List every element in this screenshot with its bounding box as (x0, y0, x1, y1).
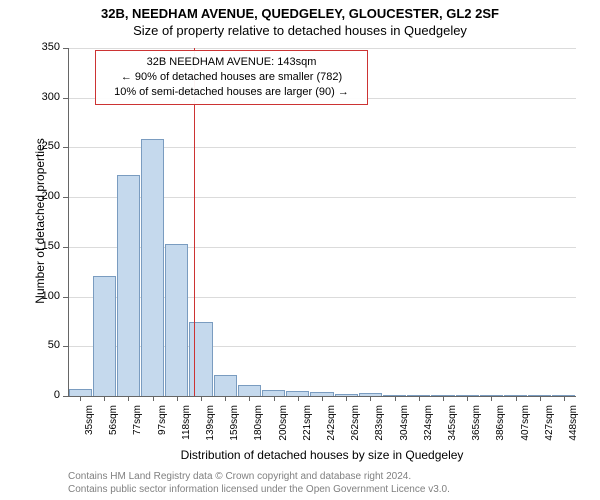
y-axis-line (68, 48, 69, 396)
histogram-bar (93, 276, 116, 396)
x-tick-label: 35sqm (84, 405, 95, 445)
histogram-bar (141, 139, 164, 396)
chart-title-address: 32B, NEEDHAM AVENUE, QUEDGELEY, GLOUCEST… (0, 0, 600, 21)
x-axis-label: Distribution of detached houses by size … (68, 448, 576, 462)
histogram-bar (238, 385, 261, 396)
x-tick-label: 386sqm (495, 405, 506, 445)
chart-subtitle: Size of property relative to detached ho… (0, 21, 600, 38)
x-tick-label: 365sqm (471, 405, 482, 445)
x-tick-label: 262sqm (350, 405, 361, 445)
y-tick-label: 50 (30, 339, 60, 351)
x-tick-label: 139sqm (205, 405, 216, 445)
x-tick-label: 448sqm (568, 405, 579, 445)
histogram-bar (69, 389, 92, 396)
x-tick-label: 242sqm (326, 405, 337, 445)
x-tick-label: 77sqm (132, 405, 143, 445)
y-axis-label: Number of detached properties (33, 101, 47, 341)
histogram-bar (117, 175, 140, 396)
x-axis-line (68, 396, 576, 397)
footer-attribution: Contains HM Land Registry data © Crown c… (68, 470, 450, 496)
y-tick-label: 0 (30, 389, 60, 401)
x-tick-label: 283sqm (374, 405, 385, 445)
chart-container: 32B, NEEDHAM AVENUE, QUEDGELEY, GLOUCEST… (0, 0, 600, 500)
y-tick-label: 350 (30, 41, 60, 53)
info-line-larger: 10% of semi-detached houses are larger (… (104, 85, 359, 100)
footer-line2: Contains public sector information licen… (68, 483, 450, 496)
footer-line1: Contains HM Land Registry data © Crown c… (68, 470, 450, 483)
info-line-smaller: ← 90% of detached houses are smaller (78… (104, 70, 359, 85)
x-tick-label: 159sqm (229, 405, 240, 445)
gridline (68, 48, 576, 49)
x-tick-label: 180sqm (253, 405, 264, 445)
x-tick-label: 345sqm (447, 405, 458, 445)
x-tick-label: 200sqm (278, 405, 289, 445)
x-tick-label: 97sqm (157, 405, 168, 445)
x-tick-label: 221sqm (302, 405, 313, 445)
x-tick-label: 427sqm (544, 405, 555, 445)
x-tick-label: 118sqm (181, 405, 192, 445)
histogram-bar (165, 244, 188, 396)
x-tick-label: 324sqm (423, 405, 434, 445)
x-tick-label: 407sqm (520, 405, 531, 445)
info-box: 32B NEEDHAM AVENUE: 143sqm ← 90% of deta… (95, 50, 368, 105)
histogram-bar (214, 375, 237, 396)
x-tick-label: 56sqm (108, 405, 119, 445)
info-line-property: 32B NEEDHAM AVENUE: 143sqm (104, 55, 359, 70)
x-tick-label: 304sqm (399, 405, 410, 445)
